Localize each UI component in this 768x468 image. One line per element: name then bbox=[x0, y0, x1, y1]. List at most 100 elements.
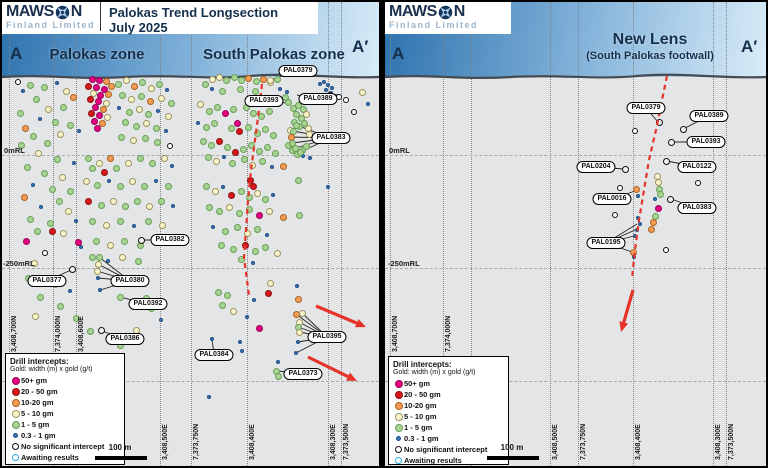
grid-line-vertical bbox=[341, 2, 342, 466]
drill-intercept-dot bbox=[51, 118, 59, 126]
drill-intercept-dot bbox=[636, 216, 640, 220]
drill-intercept-dot bbox=[136, 154, 144, 162]
drill-intercept-dot bbox=[155, 80, 163, 88]
drill-collar bbox=[679, 125, 687, 133]
drill-intercept-dot bbox=[100, 85, 108, 93]
drill-intercept-dot bbox=[142, 119, 150, 127]
drill-intercept-dot bbox=[40, 83, 48, 91]
legend-item-label: 0.3 - 1 gm bbox=[404, 434, 439, 443]
coordinate-label: 3,408,400E bbox=[249, 424, 256, 460]
drill-intercept-dot bbox=[56, 130, 64, 138]
drill-intercept-dot bbox=[122, 76, 130, 84]
drill-intercept-dot bbox=[617, 185, 623, 191]
drill-intercept-dot bbox=[30, 259, 38, 267]
drill-intercept-dot bbox=[300, 119, 308, 127]
drill-intercept-dot bbox=[68, 289, 72, 293]
drill-intercept-dot bbox=[144, 217, 152, 225]
drill-intercept-dot bbox=[221, 227, 229, 235]
legend-title: Drill intercepts: bbox=[10, 357, 69, 366]
figure-title: Palokas Trend Longsection July 2025 bbox=[101, 2, 286, 38]
logo-text-right: N bbox=[453, 3, 466, 20]
drill-intercept-dot bbox=[167, 99, 175, 107]
logo-wordmark: MAWS N bbox=[6, 4, 95, 20]
drill-intercept-dot bbox=[16, 109, 24, 117]
legend-item-label: Awaiting results bbox=[404, 456, 462, 465]
compass-rose-icon bbox=[55, 5, 70, 19]
title-block: MAWS N Finland Limited Palokas Trend Lon… bbox=[2, 2, 318, 35]
drill-intercept-dot bbox=[245, 205, 253, 213]
drill-intercept-dot bbox=[86, 327, 94, 335]
legend-swatch-w bbox=[395, 446, 402, 453]
legend-subtitle: Gold: width (m) x gold (g/t) bbox=[393, 369, 476, 376]
drill-intercept-dot bbox=[36, 293, 44, 301]
drill-intercept-dot bbox=[26, 215, 34, 223]
drill-intercept-dot bbox=[107, 82, 115, 90]
drill-intercept-dot bbox=[255, 147, 263, 155]
drill-intercept-dot bbox=[635, 228, 639, 232]
drill-intercept-dot bbox=[215, 137, 223, 145]
drill-intercept-dot bbox=[222, 155, 226, 159]
panel-palokas-longsection: PAL0379 PAL0393 PAL0389 PAL0383 PAL0382 PAL03… bbox=[2, 2, 379, 466]
drill-intercept-dot bbox=[114, 80, 122, 88]
drill-intercept-dot bbox=[42, 250, 48, 256]
drill-intercept-dot bbox=[249, 182, 257, 190]
drill-intercept-dot bbox=[271, 193, 275, 197]
coordinate-label: 3,408,400E bbox=[635, 424, 642, 460]
drill-intercept-dot bbox=[157, 197, 165, 205]
drill-intercept-dot bbox=[695, 180, 701, 186]
drill-intercept-dot bbox=[95, 159, 103, 167]
drill-intercept-dot bbox=[38, 117, 42, 121]
drill-intercept-dot bbox=[238, 340, 242, 344]
drill-intercept-dot bbox=[79, 245, 83, 249]
drill-intercept-dot bbox=[239, 145, 247, 153]
logo-wordmark: MAWS N bbox=[389, 4, 478, 20]
hole-label: PAL0379 bbox=[626, 102, 666, 114]
legend-item-label: 5 - 10 gm bbox=[404, 412, 437, 421]
drill-intercept-dot bbox=[59, 229, 67, 237]
drill-intercept-dot bbox=[104, 90, 112, 98]
drill-intercept-dot bbox=[237, 255, 245, 263]
drill-intercept-dot bbox=[164, 182, 172, 190]
drill-intercept-dot bbox=[86, 95, 94, 103]
drill-intercept-dot bbox=[241, 241, 249, 249]
drill-intercept-dot bbox=[55, 81, 59, 85]
drill-intercept-dot bbox=[93, 181, 101, 189]
legend-swatch-g bbox=[11, 420, 20, 429]
drill-intercept-dot bbox=[227, 191, 235, 199]
drill-intercept-dot bbox=[48, 185, 56, 193]
drill-intercept-dot bbox=[252, 77, 260, 85]
drill-intercept-dot bbox=[103, 113, 111, 121]
drill-intercept-dot bbox=[164, 112, 172, 120]
drill-intercept-dot bbox=[148, 159, 156, 167]
legend-title: Drill intercepts: bbox=[393, 360, 452, 369]
grid-line-elevation bbox=[385, 268, 766, 269]
drill-collar bbox=[667, 138, 675, 146]
logo-text-left: MAWS bbox=[6, 3, 54, 20]
drill-intercept-dot bbox=[278, 87, 282, 91]
drill-intercept-dot bbox=[118, 253, 126, 261]
drill-intercept-dot bbox=[138, 78, 146, 86]
drill-intercept-dot bbox=[31, 183, 35, 187]
drill-intercept-dot bbox=[207, 141, 215, 149]
legend-item: 0.3 - 1 gm bbox=[393, 433, 504, 444]
drill-intercept-dot bbox=[100, 168, 108, 176]
coordinate-label: 7,373,750N bbox=[580, 423, 587, 460]
legend-item: Awaiting results bbox=[10, 452, 120, 463]
section-marker-a-prime: A′ bbox=[352, 37, 369, 56]
drill-intercept-dot bbox=[358, 88, 366, 96]
drill-intercept-dot bbox=[106, 259, 110, 263]
drill-intercept-dot bbox=[141, 134, 149, 142]
hole-label: PAL0016 bbox=[592, 193, 632, 205]
legend-item: 0.3 - 1 gm bbox=[10, 430, 120, 441]
coordinate-label: 7,373,750N bbox=[193, 423, 200, 460]
grid-line-vertical bbox=[76, 2, 77, 466]
drill-intercept-dot bbox=[48, 227, 56, 235]
hole-label: PAL0386 bbox=[105, 333, 145, 345]
figure-title-line2: July 2025 bbox=[109, 20, 168, 35]
scale-bar bbox=[487, 456, 539, 460]
drill-intercept-dot bbox=[132, 224, 136, 228]
drill-intercept-dot bbox=[276, 360, 280, 364]
zone-title: Palokas zone bbox=[49, 46, 145, 63]
drill-intercept-dot bbox=[40, 169, 48, 177]
